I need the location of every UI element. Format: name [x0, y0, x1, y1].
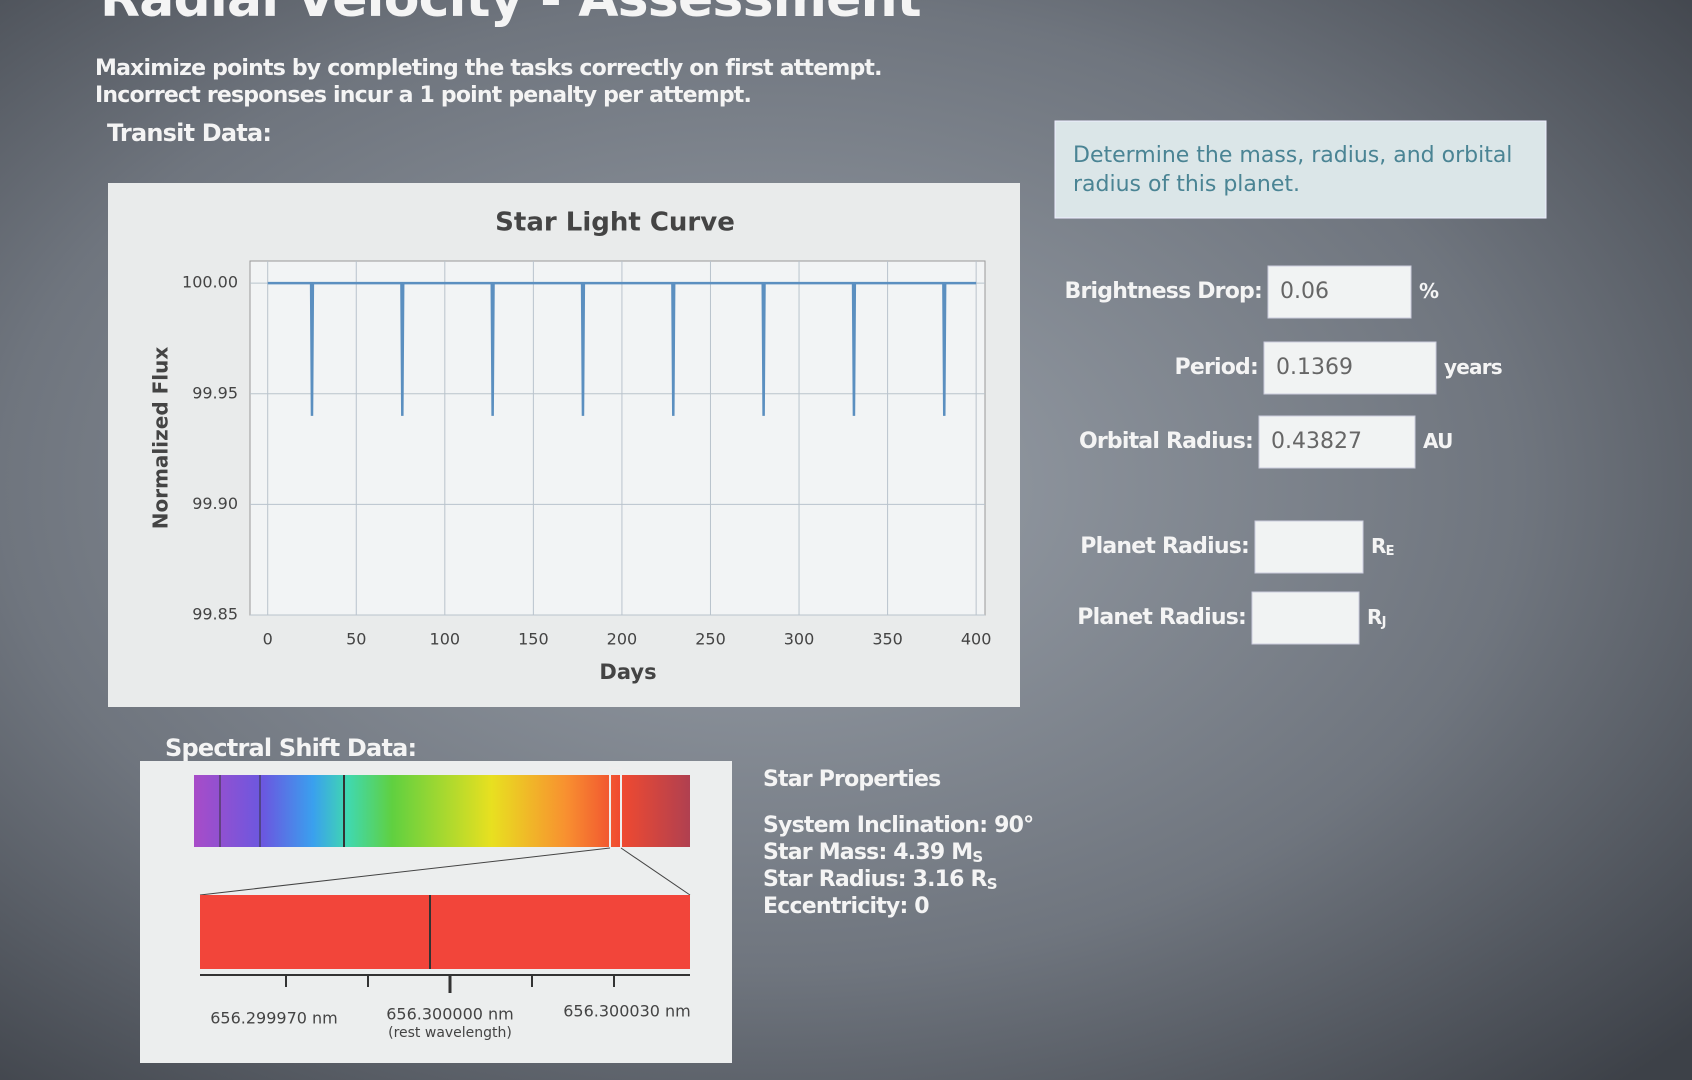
property-subscript: S: [987, 875, 997, 893]
y-tick-label: 99.85: [192, 605, 238, 624]
y-tick-label: 99.95: [192, 383, 238, 402]
unit-text: R: [1367, 605, 1382, 629]
task-line: Determine the mass, radius, and orbital: [1073, 143, 1512, 168]
instruction: Incorrect responses incur a 1 point pena…: [95, 83, 751, 108]
chart-title: Star Light Curve: [495, 208, 735, 238]
y-tick-label: 99.90: [192, 494, 238, 513]
zoom-bar: [200, 895, 690, 969]
wavelength-label: 656.300030 nm: [563, 1002, 691, 1021]
task-box: [1054, 120, 1547, 219]
zoom-guide: [199, 847, 611, 896]
property-text: System Inclination: 90°: [763, 813, 1033, 838]
input-value: 0.1369: [1276, 355, 1353, 380]
property-text: Star Radius: 3.16 R: [763, 867, 988, 892]
property-subscript: S: [972, 848, 982, 866]
star-properties-title: Star Properties: [763, 767, 941, 792]
field-label: Brightness Drop:: [1065, 279, 1263, 304]
property-text: Star Mass: 4.39 M: [763, 840, 972, 865]
star-property: Star Radius: 3.16 RS: [763, 867, 997, 893]
task-text: Determine the mass, radius, and orbital r…: [1073, 143, 1512, 197]
x-tick-label: 200: [607, 630, 638, 649]
input-box[interactable]: [1258, 415, 1416, 469]
x-tick-label: 400: [961, 630, 992, 649]
x-tick-label: 350: [872, 630, 903, 649]
light-curve: [267, 281, 977, 416]
x-tick-label: 100: [430, 630, 461, 649]
x-axis-label: Days: [599, 660, 656, 684]
x-tick-label: 300: [784, 630, 815, 649]
x-tick-label: 150: [518, 630, 549, 649]
unit-text: years: [1444, 355, 1502, 379]
y-axis-label: Normalized Flux: [149, 347, 173, 530]
field-label: Planet Radius:: [1080, 534, 1249, 559]
x-tick-label: 250: [695, 630, 726, 649]
zoom-guide: [620, 847, 691, 896]
unit-subscript: E: [1386, 544, 1394, 559]
field-unit: AU: [1423, 429, 1453, 453]
zoom-window: [609, 767, 622, 849]
star-property: Eccentricity: 0: [763, 894, 929, 919]
field-label: Period:: [1175, 355, 1259, 380]
section-label: Spectral Shift Data:: [165, 734, 416, 762]
plot-area: [249, 260, 986, 616]
y-tick-label: 100.00: [182, 273, 238, 292]
field-unit: RJ: [1367, 605, 1386, 630]
field-label: Orbital Radius:: [1079, 429, 1253, 454]
field-unit: years: [1444, 355, 1502, 379]
property-text: Eccentricity: 0: [763, 894, 929, 919]
input-box[interactable]: [1254, 520, 1364, 574]
unit-text: %: [1419, 279, 1439, 303]
input-value: 0.06: [1280, 279, 1329, 304]
spectrum-bar: [194, 775, 690, 847]
star-property: Star Mass: 4.39 MS: [763, 840, 982, 866]
x-tick-label: 50: [346, 630, 366, 649]
unit-text: AU: [1423, 429, 1453, 453]
wavelength-label: 656.300000 nm: [386, 1005, 514, 1024]
unit-subscript: J: [1381, 615, 1386, 630]
input-value: 0.43827: [1271, 429, 1362, 454]
field-unit: %: [1419, 279, 1439, 303]
instruction: Maximize points by completing the tasks …: [95, 56, 882, 81]
section-label: Transit Data:: [107, 119, 271, 147]
x-tick-label: 0: [263, 630, 273, 649]
wavelength-label: 656.299970 nm: [210, 1009, 338, 1028]
task-line: radius of this planet.: [1073, 172, 1300, 197]
page-title: Radial Velocity - Assessment: [100, 0, 921, 29]
field-label: Planet Radius:: [1077, 605, 1246, 630]
unit-text: R: [1371, 534, 1386, 558]
input-box[interactable]: [1263, 341, 1437, 395]
input-box[interactable]: [1251, 591, 1360, 645]
field-unit: RE: [1371, 534, 1394, 559]
input-box[interactable]: [1267, 265, 1412, 319]
star-property: System Inclination: 90°: [763, 813, 1033, 838]
wavelength-note: (rest wavelength): [388, 1025, 512, 1041]
